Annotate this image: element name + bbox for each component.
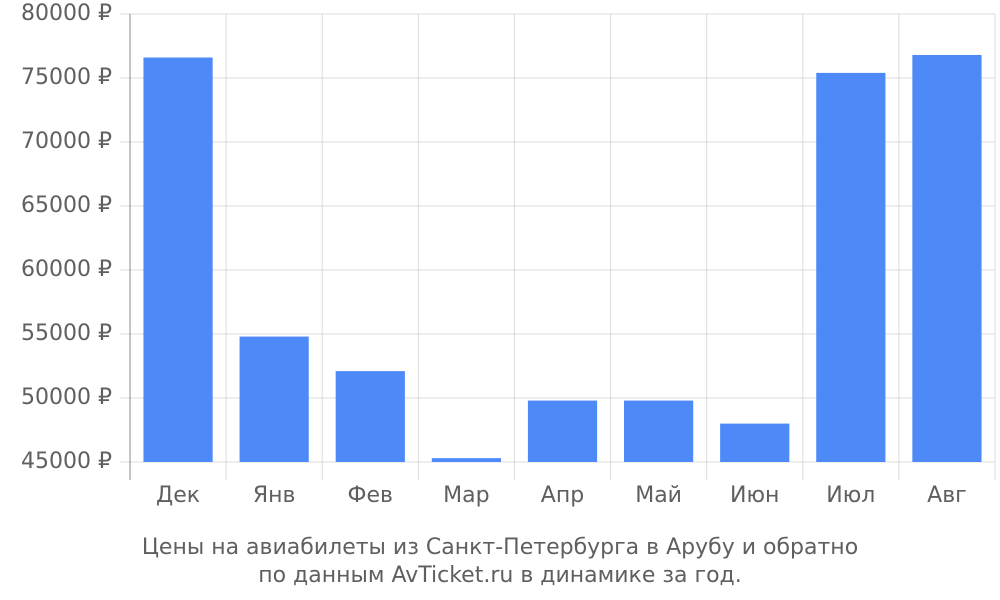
- x-tick-label: Авг: [927, 483, 967, 508]
- y-tick-label: 60000 ₽: [21, 257, 112, 282]
- y-tick-label: 80000 ₽: [21, 1, 112, 26]
- y-tick-label: 70000 ₽: [21, 129, 112, 154]
- bar: [912, 54, 982, 463]
- x-tick-label: Мар: [443, 483, 489, 508]
- y-tick-label: 75000 ₽: [21, 65, 112, 90]
- bar: [431, 458, 501, 462]
- x-tick-label: Июн: [730, 483, 779, 508]
- chart-title: Цены на авиабилеты из Санкт-Петербурга в…: [142, 535, 858, 560]
- bar: [143, 57, 213, 463]
- y-tick-label: 55000 ₽: [21, 321, 112, 346]
- bar: [720, 423, 790, 462]
- bar: [239, 336, 309, 462]
- y-tick-label: 45000 ₽: [21, 449, 112, 474]
- bar: [816, 72, 886, 462]
- y-tick-label: 50000 ₽: [21, 385, 112, 410]
- x-tick-label: Янв: [253, 483, 296, 508]
- bar: [527, 400, 598, 462]
- x-tick-label: Май: [635, 483, 682, 508]
- x-tick-label: Июл: [826, 483, 875, 508]
- y-tick-label: 65000 ₽: [21, 193, 112, 218]
- x-tick-label: Апр: [541, 483, 584, 508]
- chart-subtitle: по данным AvTicket.ru в динамике за год.: [258, 563, 742, 588]
- x-tick-label: Дек: [156, 483, 200, 508]
- bar: [335, 371, 405, 462]
- x-tick-label: Фев: [348, 483, 393, 508]
- bar: [624, 400, 694, 462]
